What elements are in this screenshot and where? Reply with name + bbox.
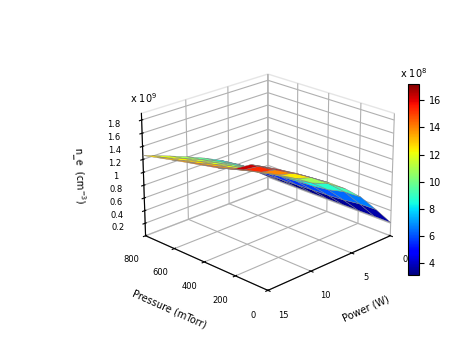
X-axis label: Power (W): Power (W): [341, 294, 391, 324]
Y-axis label: Pressure (mTorr): Pressure (mTorr): [131, 288, 208, 330]
Text: x 10$^9$: x 10$^9$: [130, 91, 157, 105]
Title: x 10$^8$: x 10$^8$: [400, 66, 427, 80]
